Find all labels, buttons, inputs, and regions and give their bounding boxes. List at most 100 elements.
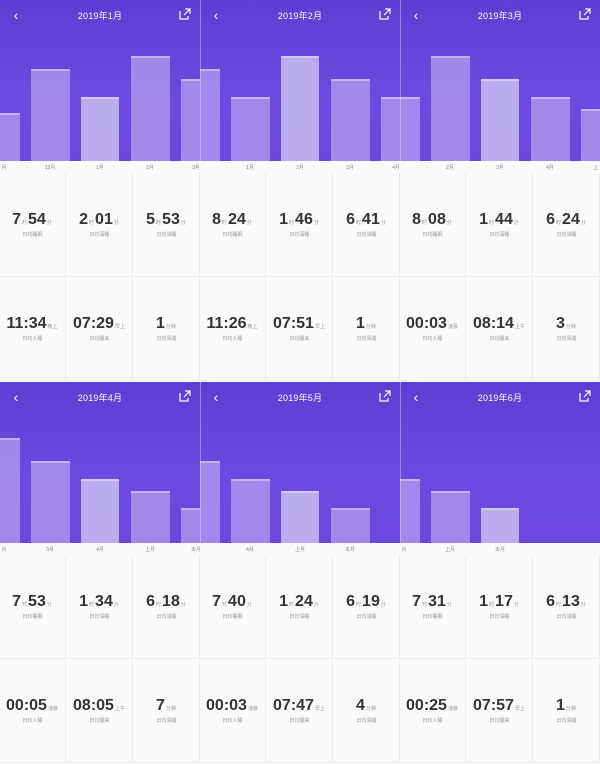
- back-arrow-icon[interactable]: ‹: [213, 389, 219, 405]
- back-arrow-icon[interactable]: ‹: [13, 389, 19, 405]
- stat-unit-minutes: 分: [180, 602, 186, 608]
- sleep-bar-chart: ‹ 2019年3月: [400, 0, 600, 161]
- month-bar[interactable]: [331, 79, 370, 161]
- month-bar[interactable]: [400, 97, 420, 161]
- month-bar[interactable]: [0, 113, 20, 161]
- month-bar[interactable]: [431, 491, 470, 543]
- stat-value: 07:57早上: [467, 697, 532, 715]
- stat-label: 日均深睡: [289, 232, 310, 238]
- stat-label: 日均睡眠: [22, 232, 43, 238]
- current-month-bar[interactable]: [281, 56, 319, 161]
- month-bar[interactable]: [231, 479, 270, 543]
- stat-unit: 时: [289, 602, 295, 608]
- axis-tick-label: 2月: [146, 165, 154, 171]
- current-month-bar[interactable]: [281, 491, 319, 543]
- stat-label: 日均醒来: [289, 718, 310, 724]
- stat-cell: 1时44分 日均深睡: [467, 173, 533, 277]
- month-bar[interactable]: [181, 508, 200, 543]
- month-bar[interactable]: [181, 79, 200, 161]
- sleep-bar-chart: ‹ 2019年2月: [200, 0, 400, 161]
- panel-header: ‹ 2019年6月: [400, 382, 600, 414]
- stat-value: 8时24分: [200, 211, 265, 229]
- current-month-bar[interactable]: [481, 79, 519, 161]
- month-bar[interactable]: [200, 461, 220, 543]
- back-arrow-icon[interactable]: ‹: [13, 7, 19, 23]
- month-bar[interactable]: [581, 109, 600, 161]
- stat-number-minutes: 13: [562, 593, 580, 610]
- current-month-bar[interactable]: [481, 508, 519, 543]
- stat-unit: 分钟: [565, 706, 576, 712]
- stat-number: 6: [146, 593, 156, 610]
- stat-value: 00:03凌晨: [200, 697, 265, 715]
- stat-value: 2时01分: [67, 211, 132, 229]
- month-bar[interactable]: [431, 56, 470, 161]
- stat-unit: 上午: [514, 324, 525, 330]
- share-icon[interactable]: [178, 389, 192, 403]
- stat-cell: 7时54分 日均睡眠: [0, 173, 66, 277]
- back-arrow-icon[interactable]: ‹: [413, 7, 419, 23]
- stat-cell: 6时18分 日均浅睡: [134, 555, 200, 659]
- month-bar[interactable]: [381, 97, 400, 161]
- stat-value: 6时24分: [534, 211, 599, 229]
- month-panel: ‹ 2019年6月月上月 本月 7时31分 日均睡眠 1时17分 日均深睡 6时13分 日均浅睡…: [400, 382, 600, 764]
- month-bar[interactable]: [131, 56, 170, 161]
- stat-label: 日均浅睡: [356, 232, 377, 238]
- stat-number: 1: [479, 211, 489, 228]
- month-bar[interactable]: [400, 479, 420, 543]
- stat-number: 00:03: [406, 315, 447, 332]
- stat-number: 7: [212, 593, 222, 610]
- stat-value: 6时13分: [534, 593, 599, 611]
- stat-number: 1: [156, 315, 165, 332]
- stat-unit: 早上: [114, 324, 125, 330]
- share-icon[interactable]: [378, 389, 392, 403]
- stat-value: 1时24分: [267, 593, 332, 611]
- month-bar[interactable]: [31, 461, 70, 543]
- back-arrow-icon[interactable]: ‹: [413, 389, 419, 405]
- stat-unit-minutes: 分: [446, 220, 452, 226]
- sleep-bar-chart: ‹ 2019年1月: [0, 0, 200, 161]
- stat-label: 日均入睡: [22, 336, 43, 342]
- stat-number-minutes: 19: [362, 593, 380, 610]
- stat-unit: 晚上: [247, 324, 258, 330]
- stat-number-minutes: 34: [95, 593, 113, 610]
- stat-label: 日均清醒: [156, 718, 177, 724]
- current-month-bar[interactable]: [81, 479, 119, 543]
- stat-label: 日均浅睡: [556, 614, 577, 620]
- stat-number: 11:34: [6, 315, 47, 332]
- stat-cell: 3分钟 日均清醒: [534, 277, 600, 381]
- stat-unit: 早上: [314, 706, 325, 712]
- month-bar[interactable]: [331, 508, 370, 543]
- month-bar[interactable]: [231, 97, 270, 161]
- stat-number-minutes: 24: [295, 593, 313, 610]
- stat-unit: 凌晨: [47, 706, 58, 712]
- stat-number-minutes: 53: [28, 593, 46, 610]
- share-icon[interactable]: [578, 7, 592, 21]
- axis-tick-label: 1月: [96, 165, 104, 171]
- month-title: 2019年6月: [477, 393, 523, 403]
- stat-number-minutes: 40: [228, 593, 246, 610]
- share-icon[interactable]: [378, 7, 392, 21]
- stat-value: 00:05凌晨: [0, 697, 65, 715]
- stat-value: 6时18分: [134, 593, 199, 611]
- stat-unit-minutes: 分: [313, 220, 319, 226]
- share-icon[interactable]: [578, 389, 592, 403]
- stat-number: 6: [346, 211, 356, 228]
- stat-unit: 时: [556, 602, 562, 608]
- x-axis: 月 12月 1月 2月 3月: [0, 161, 200, 173]
- month-bar[interactable]: [531, 97, 570, 161]
- share-icon[interactable]: [178, 7, 192, 21]
- month-bar[interactable]: [200, 69, 220, 161]
- stat-cell: 11:34晚上 日均入睡: [0, 277, 66, 381]
- month-bar[interactable]: [0, 438, 20, 543]
- month-bar[interactable]: [131, 491, 170, 543]
- stat-number: 1: [479, 593, 489, 610]
- stat-value: 7时53分: [0, 593, 65, 611]
- stat-label: 日均深睡: [289, 614, 310, 620]
- axis-tick-label: 月: [401, 547, 407, 553]
- month-bar[interactable]: [31, 69, 70, 161]
- current-month-bar[interactable]: [81, 97, 119, 161]
- back-arrow-icon[interactable]: ‹: [213, 7, 219, 23]
- stat-number-minutes: 41: [362, 211, 380, 228]
- stat-unit: 时: [156, 220, 162, 226]
- stat-value: 6时41分: [334, 211, 399, 229]
